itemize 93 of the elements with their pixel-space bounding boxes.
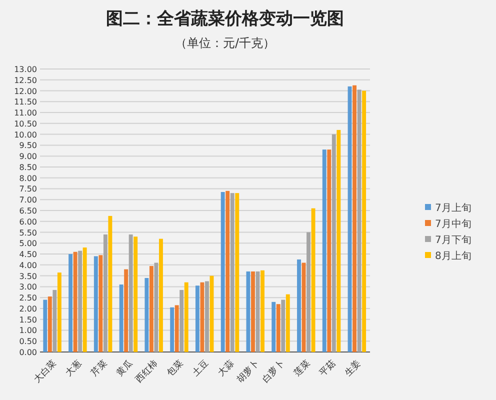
x-tick-label: 生姜 — [342, 358, 364, 379]
bar — [297, 259, 301, 352]
bar — [220, 192, 225, 352]
bar — [48, 296, 52, 352]
y-tick-label: 0.00 — [19, 348, 37, 357]
bar — [108, 216, 112, 352]
bar — [43, 300, 48, 352]
y-tick-label: 11.50 — [14, 98, 37, 107]
x-tick-label: 胡萝卜 — [234, 358, 262, 386]
bar — [154, 262, 158, 352]
x-tick-label: 莲菜 — [292, 358, 312, 379]
bar — [357, 90, 362, 352]
bar — [286, 294, 290, 352]
y-tick-label: 9.50 — [19, 141, 37, 150]
y-tick-label: 8.00 — [19, 174, 37, 183]
bar — [195, 286, 200, 352]
bar — [251, 271, 255, 352]
x-tick-label: 平菇 — [317, 358, 338, 379]
bar — [322, 150, 326, 352]
x-tick-label: 黄瓜 — [114, 358, 135, 379]
bar — [205, 281, 209, 352]
bar — [98, 255, 103, 352]
bar — [281, 300, 286, 352]
y-tick-label: 3.50 — [19, 272, 37, 281]
y-tick-label: 11.00 — [14, 108, 37, 118]
y-tick-label: 7.00 — [19, 196, 37, 205]
bar — [226, 190, 230, 352]
y-tick-label: 5.00 — [19, 239, 37, 248]
legend-label: 8月上旬 — [435, 250, 472, 262]
bar — [180, 290, 184, 352]
bar — [73, 252, 78, 352]
legend-label: 7月中旬 — [435, 218, 472, 230]
y-tick-label: 5.50 — [19, 228, 37, 238]
x-tick-label: 芹菜 — [88, 358, 110, 379]
y-tick-label: 4.00 — [19, 260, 37, 270]
x-tick-label: 大葱 — [64, 358, 84, 379]
chart-title: 图二：全省蔬菜价格变动一览图 — [106, 9, 344, 29]
y-tick-label: 6.00 — [19, 217, 37, 226]
y-tick-label: 12.50 — [14, 76, 37, 85]
bar — [336, 130, 341, 352]
bar — [235, 193, 240, 352]
bar — [134, 236, 138, 352]
bar — [68, 254, 73, 352]
y-tick-label: 10.00 — [14, 130, 37, 140]
y-tick-label: 12.00 — [14, 86, 37, 96]
x-tick-label: 白萝卜 — [260, 358, 288, 386]
bar — [119, 284, 124, 352]
x-tick-label: 包菜 — [165, 358, 186, 379]
bar — [103, 234, 108, 352]
y-tick-label: 2.50 — [19, 294, 37, 303]
bar — [124, 269, 128, 352]
y-tick-label: 1.00 — [19, 326, 37, 336]
bar — [57, 272, 62, 352]
bar — [94, 256, 98, 352]
x-tick-label: 土豆 — [190, 358, 211, 379]
bar — [174, 305, 179, 352]
y-tick-label: 9.00 — [19, 152, 37, 162]
bar — [82, 248, 87, 352]
bar — [170, 307, 174, 352]
y-tick-label: 0.50 — [19, 337, 37, 346]
bar — [352, 85, 357, 352]
bar — [272, 302, 276, 352]
bar — [144, 278, 149, 352]
y-tick-label: 7.50 — [19, 184, 37, 194]
bar — [184, 282, 188, 352]
bar — [276, 304, 280, 352]
y-tick-label: 4.50 — [19, 250, 37, 260]
x-tick-label: 大白菜 — [32, 358, 59, 386]
bar — [362, 90, 366, 352]
legend-label: 7月上旬 — [435, 202, 472, 214]
y-tick-label: 3.00 — [19, 282, 37, 292]
y-tick-label: 1.50 — [19, 315, 37, 324]
bar — [200, 282, 204, 352]
legend-label: 7月下旬 — [435, 234, 472, 246]
bar — [306, 232, 310, 352]
bar — [332, 134, 336, 352]
x-tick-label: 大蒜 — [216, 358, 236, 379]
x-tick-label: 西红柿 — [133, 358, 160, 386]
chart-subtitle: （单位：元/千克） — [174, 36, 276, 50]
bar — [149, 266, 154, 352]
bar — [52, 290, 57, 352]
bar — [128, 234, 133, 352]
y-tick-label: 8.50 — [19, 162, 37, 172]
bar — [158, 238, 163, 352]
bar — [230, 193, 234, 352]
y-tick-label: 10.50 — [14, 119, 37, 128]
y-tick-label: 6.50 — [19, 206, 37, 216]
y-tick-label: 2.00 — [19, 304, 37, 314]
bar — [327, 150, 332, 352]
y-tick-label: 13.00 — [14, 65, 37, 74]
bar — [78, 250, 82, 352]
bar — [311, 208, 316, 352]
bar — [260, 270, 264, 352]
